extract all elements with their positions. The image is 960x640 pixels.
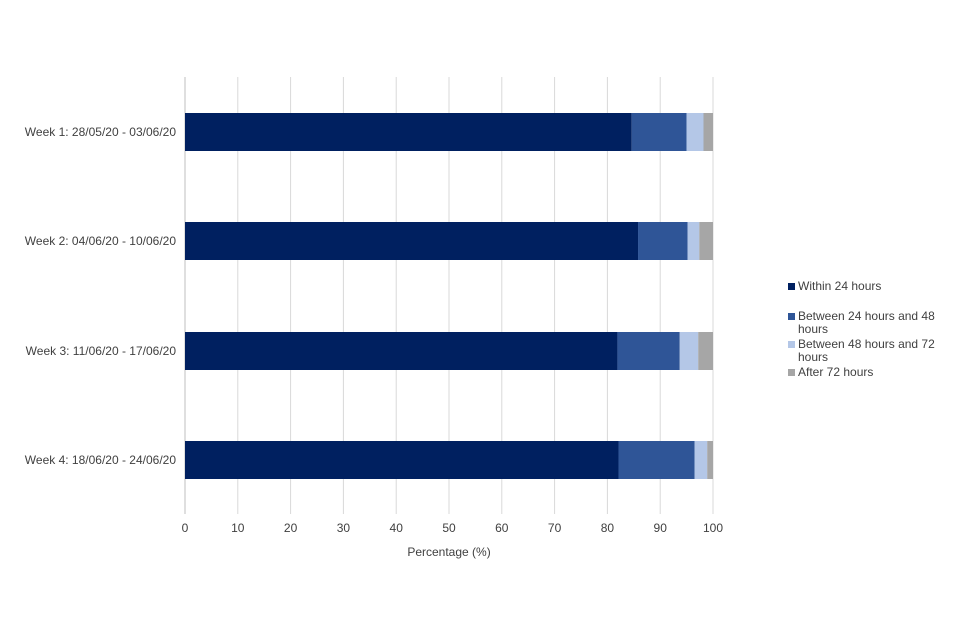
legend-label: Within 24 hours	[798, 279, 882, 293]
legend-item: After 72 hours	[788, 366, 948, 379]
bar-segment	[185, 222, 639, 260]
bar-segment	[699, 222, 713, 260]
category-label: Week 1: 28/05/20 - 03/06/20	[25, 125, 177, 139]
bar-segment	[686, 113, 704, 151]
x-tick-label: 80	[601, 521, 615, 535]
legend-item: Within 24 hours	[788, 280, 948, 293]
legend-swatch	[788, 341, 795, 348]
x-tick-label: 30	[337, 521, 351, 535]
legend-label: hours	[798, 322, 829, 336]
x-tick-labels: 0 10 20 30 40 50 60 70 80 90 100	[182, 521, 724, 535]
legend-label: hours	[798, 350, 829, 364]
bars	[185, 113, 713, 479]
legend-label: Between 48 hours and 72	[798, 337, 935, 351]
legend: Within 24 hours Between 24 hours and 48 ho…	[788, 280, 948, 381]
x-tick-label: 90	[654, 521, 668, 535]
legend-item: Between 24 hours and 48 hours	[788, 310, 948, 336]
legend-label: Between 24 hours and 48	[798, 309, 935, 323]
x-tick-label: 20	[284, 521, 298, 535]
x-tick-label: 70	[548, 521, 562, 535]
x-tick-label: 100	[703, 521, 723, 535]
legend-item: Between 48 hours and 72 hours	[788, 338, 948, 364]
bar-segment	[687, 222, 700, 260]
legend-swatch	[788, 283, 795, 290]
x-tick-label: 0	[182, 521, 189, 535]
x-tick-label: 50	[442, 521, 456, 535]
bar-segment	[618, 441, 695, 479]
legend-label: After 72 hours	[798, 365, 874, 379]
x-tick-label: 10	[231, 521, 245, 535]
bar-segment	[631, 113, 687, 151]
legend-swatch	[788, 313, 795, 320]
bar-segment	[185, 113, 632, 151]
x-tick-label: 40	[390, 521, 404, 535]
legend-swatch	[788, 369, 795, 376]
category-label: Week 2: 04/06/20 - 10/06/20	[25, 234, 177, 248]
bar-segment	[185, 332, 618, 370]
bar-segment	[694, 441, 708, 479]
x-axis-title: Percentage (%)	[407, 545, 490, 559]
bar-segment	[638, 222, 688, 260]
category-label: Week 4: 18/06/20 - 24/06/20	[25, 453, 177, 467]
category-labels: Week 1: 28/05/20 - 03/06/20 Week 2: 04/06…	[25, 125, 177, 467]
bar-segment	[703, 113, 713, 151]
bar-segment	[185, 441, 619, 479]
bar-segment	[679, 332, 699, 370]
bar-segment	[698, 332, 713, 370]
category-label: Week 3: 11/06/20 - 17/06/20	[26, 344, 177, 358]
bar-segment	[707, 441, 713, 479]
x-tick-label: 60	[495, 521, 509, 535]
bar-segment	[617, 332, 680, 370]
